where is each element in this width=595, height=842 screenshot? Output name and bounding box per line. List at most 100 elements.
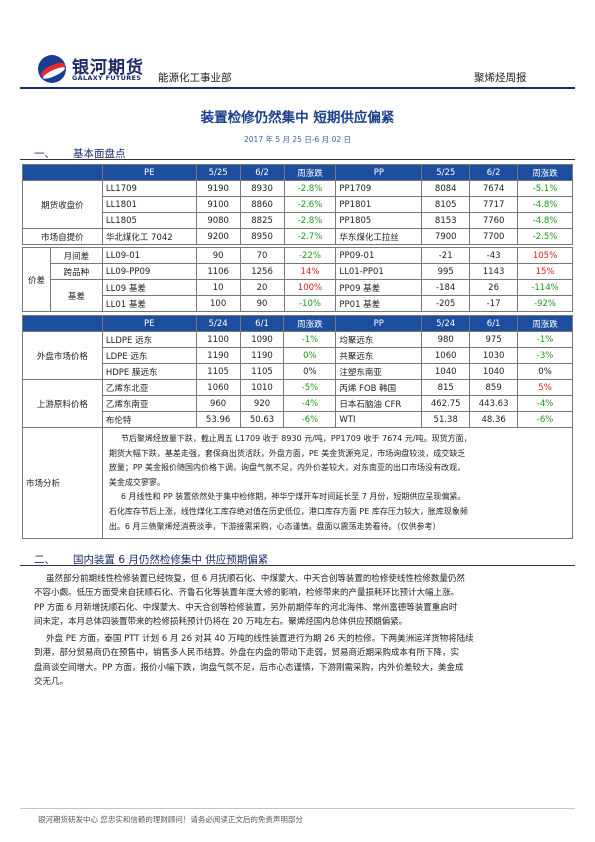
table-cell: 1040 [421, 363, 471, 380]
paragraph-line: 交无几。 [34, 676, 69, 687]
department-label: 能源化工事业部 [158, 72, 232, 84]
table-cell: 7717 [469, 196, 519, 213]
spread-sub-label: 基差 [49, 279, 103, 312]
table-cell: 70 [239, 247, 285, 264]
section2-number: 二、 [34, 554, 55, 566]
galaxy-logo-icon [38, 55, 66, 83]
table-cell: PP01 基差 [335, 295, 423, 312]
table-cell: PP09-01 [335, 247, 423, 264]
table-cell: 注塑东南亚 [335, 363, 423, 380]
table-cell: LL01-PP01 [335, 263, 423, 280]
table-row: 市场自提价 华北煤化工 7042 9200 8950 -2.7% 华东煤化工拉丝… [22, 228, 573, 245]
table-cell: 1040 [469, 363, 519, 380]
external-market-table: PE 5/24 6/1 周涨跌 PP 5/24 6/1 周涨跌 外盘市场价格 L… [22, 315, 574, 540]
table-cell: -4.8% [517, 196, 573, 213]
header-divider [20, 87, 575, 89]
table-cell: 布伦特 [101, 411, 197, 428]
table-row: 布伦特 53.96 50.63 -6% WTI 51.38 48.36 -6% [23, 411, 573, 428]
table-cell: 8950 [239, 228, 285, 245]
table1-header-cell [22, 164, 103, 181]
table-cell: PP1805 [335, 212, 423, 229]
table-cell: LL09-PP09 [101, 263, 197, 280]
table-cell: -2.6% [283, 196, 337, 213]
analysis-line: 放量；PP 美金报价随国内价格下调，询盘气氛不足，内外价差较大，对东南亚的出口市… [108, 463, 466, 473]
table-cell: PP1801 [335, 196, 423, 213]
table1-header-cell: 5/25 [195, 164, 241, 181]
table-cell: 1060 [421, 347, 471, 364]
table-cell: 53.96 [195, 411, 241, 428]
table-cell: 100 [195, 295, 241, 312]
table-cell: 100% [283, 279, 337, 296]
table-cell: 51.38 [421, 411, 471, 428]
analysis-line: 期货大幅下跌，基差走强，套保商出货活跃，外盘方面，PE 美金货源充足，市场询盘较… [108, 448, 466, 458]
table-cell: 8930 [239, 180, 285, 197]
table-cell: -92% [517, 295, 573, 312]
table-cell: -1% [283, 331, 337, 348]
table-cell: 995 [421, 263, 471, 280]
table-cell: LL09 基差 [101, 279, 197, 296]
table-cell: -2.7% [283, 228, 337, 245]
analysis-line: 石化库存节后上涨，线性煤化工库存绝对值在历史低位，港口库存方面 PE 库存压力较… [108, 506, 468, 516]
paragraph-line: 间未定，本月总体四装置带来的检修损耗预计仍将在 20 万吨左右。聚烯烃国内总体供… [34, 616, 408, 627]
table-cell: 920 [239, 395, 285, 412]
table-cell: LLDPE 远东 [101, 331, 197, 348]
table-cell: 1256 [239, 263, 285, 280]
section1-title: 基本面盘点 [73, 148, 126, 160]
table-cell: 8860 [239, 196, 285, 213]
date-range: 2017 年 5 月 25 日-6 月 02 日 [244, 135, 351, 144]
table-cell: LL1801 [101, 196, 197, 213]
table-cell: HDPE 膜远东 [101, 363, 197, 380]
table1-header-cell: 6/2 [469, 164, 519, 181]
table-cell: 1190 [195, 347, 241, 364]
row-group-label: 外盘市场价格 [22, 331, 103, 380]
table2-header-cell: 周涨跌 [517, 315, 573, 332]
logo-text-cn: 银河期货 [72, 58, 144, 78]
table-cell: 1143 [469, 263, 519, 280]
table-cell: 26 [469, 279, 519, 296]
table-cell: 980 [421, 331, 471, 348]
table-cell: -5.1% [517, 180, 573, 197]
table-row: LL1805 9080 8825 -2.8% PP1805 8153 7760 … [23, 212, 573, 229]
table-cell: 1090 [239, 331, 285, 348]
paragraph-line: 不容小觑。低压方面受来自抚顺石化、齐鲁石化等装置年度大修的影响，检修带来的产量损… [34, 588, 460, 599]
section2-paragraph-1: 虽然部分前期线性检修装置已经恢复，但 6 月抚顺石化、中煤蒙大、中天合创等装置的… [34, 572, 564, 629]
paragraph-line: PP 方面 6 月新增抚顺石化、中煤蒙大、中天合创等检修装置，另外前期停车的河北… [34, 602, 458, 613]
table-cell: -43 [469, 247, 519, 264]
table-row: 上游原料价格 乙烯东北亚 1060 1010 -5% 丙烯 FOB 韩国 815… [22, 379, 573, 428]
table-row: 基差 LL09 基差 10 20 100% PP09 基差 -184 26 -1… [23, 279, 573, 312]
table-cell: 1106 [195, 263, 241, 280]
table-cell: 9190 [195, 180, 241, 197]
table-cell: 5% [517, 379, 573, 396]
table-cell: -5% [283, 379, 337, 396]
table-cell: 20 [239, 279, 285, 296]
table-cell: 0% [283, 347, 337, 364]
table-cell: 15% [517, 263, 573, 280]
table-cell: 443.63 [469, 395, 519, 412]
table-cell: -6% [283, 411, 337, 428]
table-cell: 华东煤化工拉丝 [335, 228, 423, 245]
table-cell: -3% [517, 347, 573, 364]
table-row: 外盘市场价格 LLDPE 远东 1100 1090 -1% 均聚远东 980 9… [22, 331, 573, 380]
section1-heading: 一、 基本面盘点 [34, 146, 126, 161]
table-row: 乙烯东南亚 960 920 -4% 日本石脑油 CFR 462.75 443.6… [23, 395, 573, 412]
table-cell: PP1709 [335, 180, 423, 197]
table-cell: -1% [517, 331, 573, 348]
table-cell: -184 [421, 279, 471, 296]
table-cell: 华北煤化工 7042 [101, 228, 197, 245]
table-cell: 8084 [421, 180, 471, 197]
paragraph-line: 虽然部分前期线性检修装置已经恢复，但 6 月抚顺石化、中煤蒙大、中天合创等装置的… [46, 574, 465, 584]
table-cell: 9100 [195, 196, 241, 213]
table-cell: 1010 [239, 379, 285, 396]
table-cell: -22% [283, 247, 337, 264]
table-row: LDPE 远东 1190 1190 0% 共聚远东 1060 1030 -3% [23, 347, 573, 364]
table-cell: 日本石脑油 CFR [335, 395, 423, 412]
analysis-row: 市场分析 节后聚烯烃放量下跌，截止周五 L1709 收于 8930 元/吨，PP… [22, 426, 574, 540]
table-cell: 50.63 [239, 411, 285, 428]
table-cell: 7700 [469, 228, 519, 245]
table-cell: 丙烯 FOB 韩国 [335, 379, 423, 396]
section2-paragraph-2: 外盘 PE 方面，泰国 PTT 计划 6 月 26 对其 40 万吨的线性装置进… [34, 632, 564, 689]
table2-header-cell: 6/1 [469, 315, 519, 332]
table-cell: -17 [469, 295, 519, 312]
footer-divider [20, 808, 575, 809]
table-cell: 1105 [239, 363, 285, 380]
